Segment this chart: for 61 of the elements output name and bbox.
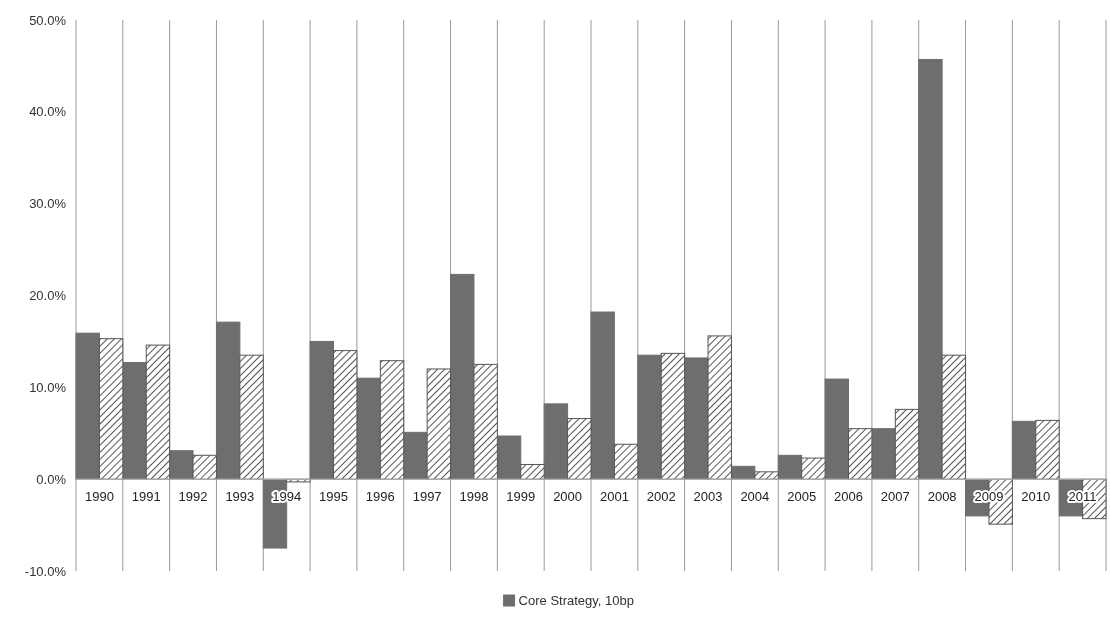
bar <box>473 363 498 480</box>
x-tick-label: 2010 <box>1021 489 1051 505</box>
bar <box>848 428 873 480</box>
bar <box>379 360 405 480</box>
bar <box>754 471 779 480</box>
x-tick-label: 2000 <box>553 489 583 505</box>
bar <box>660 352 686 480</box>
x-tick-label: 1996 <box>365 489 395 505</box>
bar <box>192 454 217 480</box>
bar <box>496 435 522 480</box>
bar <box>309 340 334 480</box>
x-tick-label: 2002 <box>646 489 676 505</box>
y-tick-label: 20.0% <box>29 288 67 304</box>
x-tick-label: 2008 <box>927 489 957 505</box>
x-tick-label: 1998 <box>459 489 489 505</box>
x-tick-label: 2007 <box>880 489 910 505</box>
bar <box>1011 420 1037 480</box>
bar <box>333 350 358 480</box>
x-tick-label: 1990 <box>84 489 114 505</box>
bar <box>239 354 264 480</box>
bar <box>637 354 662 480</box>
x-tick-label: 2005 <box>787 489 817 505</box>
bar <box>590 311 615 480</box>
x-tick-label: 1993 <box>225 489 255 505</box>
x-tick-label: 1997 <box>412 489 442 505</box>
bar <box>169 450 194 480</box>
y-tick-label: -10.0% <box>24 563 67 579</box>
bar <box>450 273 475 480</box>
bar <box>98 338 124 480</box>
x-tick-label: 2003 <box>693 489 723 505</box>
x-tick-label: 2004 <box>740 489 770 505</box>
bar <box>426 368 452 480</box>
x-tick-label: 1999 <box>506 489 536 505</box>
x-tick-label: 1995 <box>319 489 348 505</box>
bar <box>520 463 545 480</box>
bar <box>777 454 803 480</box>
bar <box>567 418 592 480</box>
bar <box>145 344 171 480</box>
y-tick-label: 10.0% <box>29 379 67 395</box>
y-tick-label: 0.0% <box>36 471 67 487</box>
bar <box>75 332 100 480</box>
bar <box>215 321 241 480</box>
bar <box>1035 419 1060 480</box>
bar <box>122 362 147 480</box>
x-tick-label: 2001 <box>599 489 629 505</box>
bar <box>801 457 826 480</box>
x-tick-label: 1991 <box>131 489 161 505</box>
bar <box>918 58 943 480</box>
bar <box>941 354 967 480</box>
bar <box>894 408 920 480</box>
y-tick-label: 30.0% <box>29 196 67 212</box>
y-tick-label: 40.0% <box>29 104 67 120</box>
bar <box>613 443 639 480</box>
y-tick-label: 50.0% <box>29 12 67 28</box>
bar <box>543 403 569 480</box>
x-tick-label: 1992 <box>178 489 208 505</box>
bar <box>684 357 709 480</box>
x-tick-label: 2006 <box>834 489 863 505</box>
bar <box>824 378 849 480</box>
bar <box>707 335 732 480</box>
legend-label: Core Strategy, 10bp <box>518 593 634 608</box>
